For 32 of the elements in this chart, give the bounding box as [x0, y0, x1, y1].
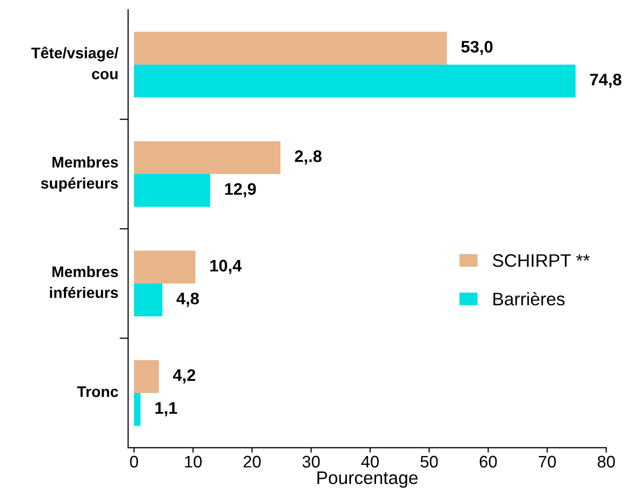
- x-axis-title: Pourcentage: [317, 472, 418, 488]
- data-label: 53,0: [461, 40, 493, 56]
- x-tick-label: 0: [130, 456, 138, 468]
- data-label: 4,8: [176, 292, 199, 307]
- data-label: 10,4: [210, 260, 242, 274]
- data-label: 4,2: [172, 369, 196, 384]
- bar: [134, 174, 210, 207]
- x-tick-label: 40: [361, 456, 379, 468]
- data-label: 12,9: [225, 183, 256, 198]
- bar: [134, 360, 159, 393]
- y-tick-label: Tête/vsiage/ cou: [31, 46, 118, 80]
- data-label: 74,8: [590, 74, 622, 88]
- x-tick-label: 10: [185, 456, 202, 468]
- x-tick-label: 80: [598, 456, 615, 468]
- x-tick-label: 30: [302, 456, 320, 468]
- data-label: 2,.8: [294, 150, 322, 165]
- bar: [134, 284, 162, 316]
- data-label: 1,1: [155, 402, 178, 416]
- y-tick-label: Membres inférieurs: [50, 266, 118, 298]
- x-tick-label: 70: [538, 456, 556, 468]
- bar: [134, 392, 141, 426]
- bar: [134, 64, 576, 98]
- x-tick-label: 50: [420, 456, 438, 468]
- bar: [134, 32, 447, 65]
- x-tick-label: 20: [244, 456, 261, 468]
- legend-label: Barrières: [493, 292, 565, 306]
- x-tick-label: 60: [480, 456, 497, 468]
- y-tick-label: Membres supérieurs: [40, 156, 118, 192]
- legend-label: SCHIRPT **: [492, 254, 590, 267]
- bar: [134, 250, 196, 284]
- y-tick-label: Tronc: [77, 386, 118, 398]
- bar: [134, 141, 280, 174]
